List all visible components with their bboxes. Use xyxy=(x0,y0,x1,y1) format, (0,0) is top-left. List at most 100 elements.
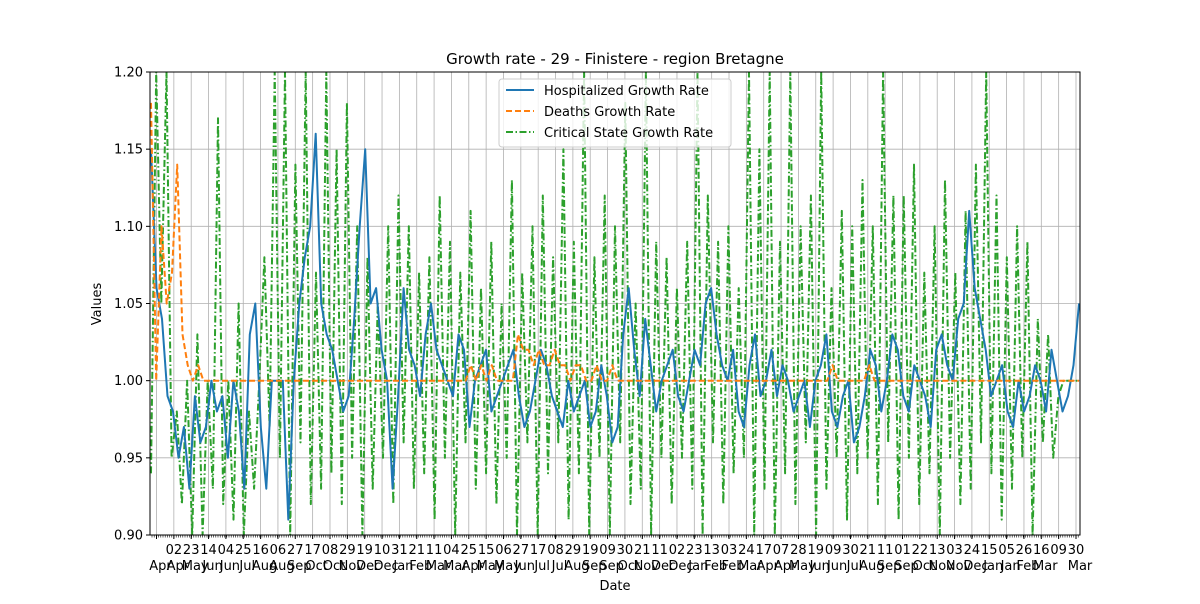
x-tick-label-day: 17 xyxy=(755,543,772,558)
y-tick-label: 0.95 xyxy=(114,451,143,466)
x-tick-label-day: 08 xyxy=(547,543,564,558)
legend-label-deaths: Deaths Growth Rate xyxy=(544,105,675,120)
x-tick-label-day: 07 xyxy=(773,543,790,558)
x-tick-label-day: 23 xyxy=(183,543,200,558)
x-tick-label-month: Jan xyxy=(687,559,708,574)
x-axis: Apr02Apr23May14Jun04Jun25Jul16Aug06Aug27… xyxy=(149,535,1093,574)
x-tick-label-month: Apr xyxy=(462,559,485,574)
legend: Hospitalized Growth Rate Deaths Growth R… xyxy=(498,78,732,148)
x-tick-label-day: 14 xyxy=(200,543,217,558)
x-tick-label-day: 09 xyxy=(599,543,616,558)
x-tick-label-day: 08 xyxy=(322,543,339,558)
x-tick-label-day: 29 xyxy=(565,543,582,558)
x-tick-label-month: May xyxy=(789,559,816,574)
x-tick-label-day: 09 xyxy=(825,543,842,558)
x-tick-label-day: 13 xyxy=(703,543,720,558)
x-tick-label-month: Jan xyxy=(1000,559,1021,574)
y-tick-label: 1.00 xyxy=(114,374,143,389)
x-tick-label-month: Dec xyxy=(668,559,693,574)
x-tick-label-month: Feb xyxy=(1016,559,1039,574)
x-tick-label-month: Jun xyxy=(201,559,222,574)
x-tick-label-month: Jul xyxy=(238,559,255,574)
x-tick-label-month: Mar xyxy=(426,559,451,574)
legend-label-hospitalized: Hospitalized Growth Rate xyxy=(544,84,709,99)
x-tick-label-month: Jul xyxy=(533,559,550,574)
x-tick-label-day: 13 xyxy=(929,543,946,558)
x-tick-label-day: 30 xyxy=(842,543,859,558)
x-tick-label-day: 17 xyxy=(304,543,321,558)
x-tick-label-day: 25 xyxy=(461,543,478,558)
x-axis-label: Date xyxy=(599,579,630,594)
x-tick-label-month: Feb xyxy=(409,559,432,574)
x-tick-label-day: 23 xyxy=(686,543,703,558)
x-tick-label-day: 21 xyxy=(860,543,877,558)
x-tick-label-month: Aug xyxy=(564,559,589,574)
x-tick-label-day: 10 xyxy=(374,543,391,558)
y-tick-label: 1.20 xyxy=(114,66,143,81)
x-tick-label-month: Oct xyxy=(323,559,345,574)
x-tick-label-day: 17 xyxy=(530,543,547,558)
y-tick-label: 1.05 xyxy=(114,297,143,312)
x-tick-label-day: 06 xyxy=(495,543,512,558)
x-tick-label-day: 01 xyxy=(894,543,911,558)
x-tick-label-day: 29 xyxy=(339,543,356,558)
series-layer xyxy=(150,72,1080,535)
x-tick-label-month: Dec xyxy=(356,559,381,574)
x-tick-label-month: Feb xyxy=(704,559,727,574)
x-tick-label-day: 26 xyxy=(1016,543,1033,558)
y-tick-label: 1.10 xyxy=(114,220,143,235)
x-tick-label-month: Sep xyxy=(894,559,919,574)
x-tick-label-month: Mar xyxy=(1033,559,1058,574)
x-tick-label-month: Sep xyxy=(287,559,312,574)
y-tick-label: 1.15 xyxy=(114,143,143,158)
series-deaths-line xyxy=(150,102,1079,382)
x-tick-label-month: Sep xyxy=(877,559,902,574)
x-tick-label-month: Mar xyxy=(1068,559,1093,574)
x-tick-label-day: 22 xyxy=(912,543,929,558)
x-tick-label-day: 16 xyxy=(252,543,269,558)
x-tick-label-day: 03 xyxy=(721,543,738,558)
x-tick-label-day: 11 xyxy=(426,543,443,558)
x-tick-label-day: 04 xyxy=(218,543,235,558)
x-tick-label-month: Jun xyxy=(514,559,535,574)
x-tick-label-month: Dec xyxy=(373,559,398,574)
x-tick-label-day: 09 xyxy=(1050,543,1067,558)
x-tick-label-month: Jun xyxy=(826,559,847,574)
series-critical-line xyxy=(150,72,1079,535)
x-tick-label-day: 16 xyxy=(1033,543,1050,558)
x-tick-label-day: 02 xyxy=(669,543,686,558)
x-tick-label-month: Nov xyxy=(929,559,955,574)
x-tick-label-day: 31 xyxy=(391,543,408,558)
y-axis-label: Values xyxy=(90,283,105,326)
x-tick-label-month: Aug xyxy=(269,559,294,574)
x-tick-label-month: Jun xyxy=(809,559,830,574)
x-tick-label-month: Mar xyxy=(738,559,763,574)
x-tick-label-day: 11 xyxy=(877,543,894,558)
x-tick-label-day: 06 xyxy=(270,543,287,558)
x-tick-label-month: Sep xyxy=(599,559,624,574)
x-tick-label-month: Jul xyxy=(551,559,568,574)
x-tick-label-month: Jan xyxy=(982,559,1003,574)
x-tick-label-day: 24 xyxy=(964,543,981,558)
x-tick-label-day: 04 xyxy=(443,543,460,558)
x-tick-label-month: Oct xyxy=(618,559,640,574)
series-hospitalized-line xyxy=(150,132,1080,521)
x-tick-label-day: 05 xyxy=(998,543,1015,558)
x-tick-label-month: Dec xyxy=(651,559,676,574)
x-tick-label-month: Aug xyxy=(252,559,277,574)
legend-box xyxy=(498,78,732,148)
x-tick-label-day: 02 xyxy=(166,543,183,558)
x-tick-label-day: 30 xyxy=(617,543,634,558)
x-tick-label-month: Nov xyxy=(634,559,660,574)
x-tick-label-month: Sep xyxy=(582,559,607,574)
x-tick-label-month: May xyxy=(477,559,504,574)
x-tick-label-month: Apr xyxy=(774,559,797,574)
x-tick-label-day: 25 xyxy=(235,543,252,558)
legend-label-critical: Critical State Growth Rate xyxy=(544,126,713,141)
x-tick-label-month: Oct xyxy=(305,559,327,574)
x-tick-label-month: Feb xyxy=(722,559,745,574)
x-tick-label-day: 11 xyxy=(651,543,668,558)
x-tick-label-month: Oct xyxy=(913,559,935,574)
